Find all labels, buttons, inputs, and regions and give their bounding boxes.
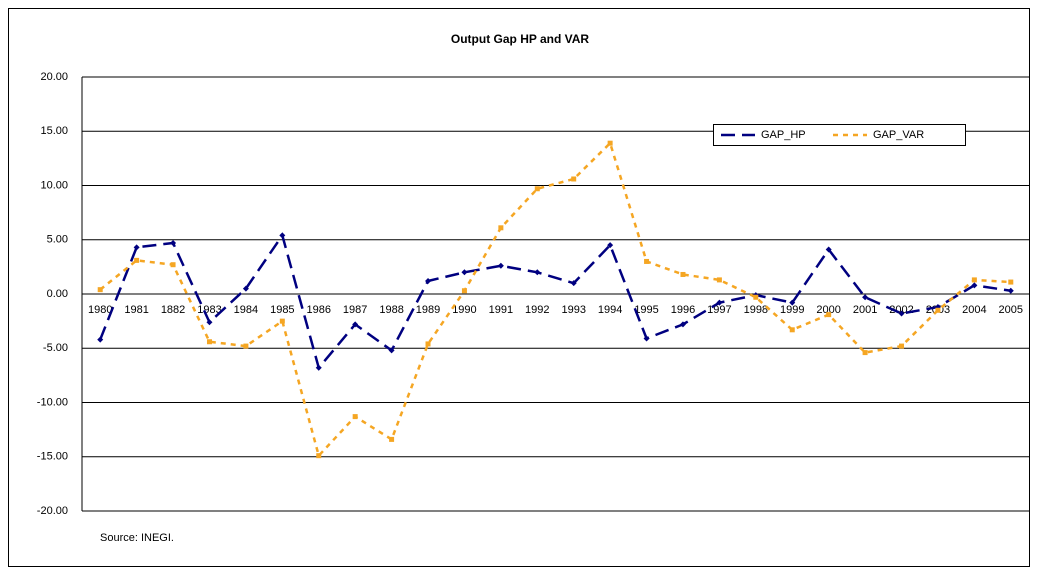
series-line (99, 140, 1011, 459)
x-tick-label: 1992 (525, 304, 549, 316)
x-tick-label: 1998 (744, 304, 768, 316)
point (242, 285, 249, 292)
point (607, 242, 614, 249)
point (789, 299, 796, 306)
point (680, 271, 686, 277)
point (461, 288, 467, 294)
x-tick-label: 1984 (234, 304, 258, 316)
point (497, 262, 504, 269)
x-tick-label: 2005 (999, 304, 1023, 316)
x-tick-label: 2000 (816, 304, 840, 316)
x-tick-label: 1991 (489, 304, 513, 316)
point (170, 262, 176, 268)
point (570, 280, 577, 287)
x-tick-label: 1990 (452, 304, 476, 316)
x-tick-label: 1980 (88, 304, 112, 316)
point (899, 343, 905, 349)
point (425, 277, 432, 284)
point (461, 269, 468, 276)
point (352, 321, 359, 328)
point (315, 364, 322, 371)
y-tick-label: 20.00 (40, 71, 68, 83)
y-tick-label: -20.00 (37, 505, 68, 517)
point (352, 414, 358, 420)
x-tick-label: 1993 (561, 304, 585, 316)
point (643, 335, 650, 342)
x-tick-label: 1997 (707, 304, 731, 316)
x-tick-label: 1994 (598, 304, 622, 316)
point (898, 310, 905, 317)
point (862, 350, 868, 356)
point (571, 176, 577, 182)
legend-label: GAP_VAR (873, 129, 924, 141)
point (789, 327, 795, 333)
x-tick-label: 1988 (379, 304, 403, 316)
point (316, 453, 322, 459)
chart-title: Output Gap HP and VAR (451, 32, 590, 46)
x-tick-label: 1985 (270, 304, 294, 316)
x-tick-label: 1995 (634, 304, 658, 316)
x-tick-label: 1986 (307, 304, 331, 316)
point (425, 341, 431, 347)
point (644, 258, 650, 264)
point (1007, 287, 1014, 294)
point (206, 339, 212, 345)
series-line (99, 232, 1011, 371)
x-tick-label: 2001 (853, 304, 877, 316)
point (279, 318, 285, 324)
source-note: Source: INEGI. (100, 532, 174, 544)
point (133, 244, 140, 251)
point (753, 294, 759, 300)
point (826, 312, 832, 318)
y-tick-label: 10.00 (40, 179, 68, 191)
point (206, 319, 213, 326)
legend-box (713, 124, 966, 146)
point (388, 347, 395, 354)
point (279, 232, 286, 239)
x-tick-label: 1983 (197, 304, 221, 316)
point (716, 277, 722, 283)
x-tick-label: 1987 (343, 304, 367, 316)
point (716, 299, 723, 306)
point (389, 436, 395, 442)
point (498, 225, 504, 231)
point (1008, 279, 1014, 285)
point (607, 140, 613, 146)
y-tick-label: -5.00 (43, 342, 68, 354)
point (971, 277, 977, 283)
y-tick-label: -10.00 (37, 396, 68, 408)
point (534, 269, 541, 276)
point (825, 246, 832, 253)
y-tick-label: 0.00 (47, 288, 68, 300)
x-tick-label: 1989 (416, 304, 440, 316)
point (134, 257, 140, 263)
point (534, 186, 540, 192)
point (679, 321, 686, 328)
x-tick-label: 2004 (962, 304, 986, 316)
chart-border (8, 8, 1030, 567)
x-tick-label: 1999 (780, 304, 804, 316)
point (243, 343, 249, 349)
point (862, 294, 869, 301)
point (97, 336, 104, 343)
point (935, 307, 941, 313)
point (97, 287, 103, 293)
x-tick-label: 1996 (671, 304, 695, 316)
x-tick-label: 1882 (161, 304, 185, 316)
y-tick-label: 15.00 (40, 125, 68, 137)
point (170, 240, 177, 247)
legend-label: GAP_HP (761, 129, 806, 141)
y-tick-label: -15.00 (37, 451, 68, 463)
y-tick-label: 5.00 (47, 234, 68, 246)
x-tick-label: 1981 (124, 304, 148, 316)
point (971, 282, 978, 289)
